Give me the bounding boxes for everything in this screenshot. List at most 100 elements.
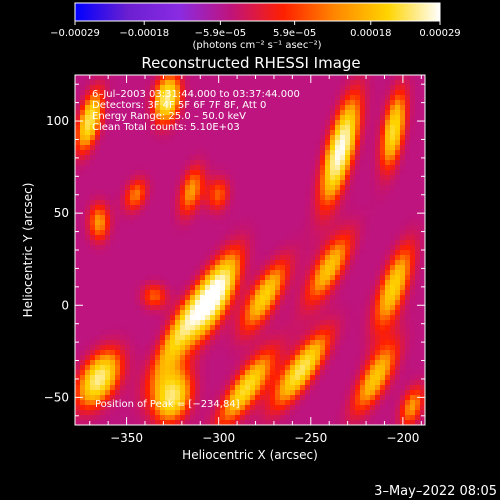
heatmap-cell bbox=[210, 420, 216, 426]
heatmap-cell bbox=[120, 260, 126, 266]
heatmap-cell bbox=[235, 420, 241, 426]
heatmap-cell bbox=[95, 205, 101, 211]
heatmap-cell bbox=[180, 365, 186, 371]
heatmap-cell bbox=[235, 120, 241, 126]
heatmap-cell bbox=[290, 85, 296, 91]
heatmap-cell bbox=[95, 380, 101, 386]
heatmap-cell bbox=[345, 105, 351, 111]
heatmap-cell bbox=[140, 120, 146, 126]
heatmap-cell bbox=[350, 260, 356, 266]
heatmap-cell bbox=[395, 140, 401, 146]
heatmap-cell bbox=[315, 215, 321, 221]
heatmap-cell bbox=[125, 280, 131, 286]
heatmap-cell bbox=[290, 395, 296, 401]
heatmap-cell bbox=[200, 365, 206, 371]
heatmap-cell bbox=[265, 80, 271, 86]
heatmap-cell bbox=[260, 365, 266, 371]
heatmap-cell bbox=[415, 325, 421, 331]
heatmap-cell bbox=[315, 330, 321, 336]
heatmap-cell bbox=[385, 240, 391, 246]
heatmap-cell bbox=[190, 370, 196, 376]
heatmap-cell bbox=[310, 120, 316, 126]
heatmap-cell bbox=[215, 415, 221, 421]
heatmap-cell bbox=[170, 420, 176, 426]
heatmap-cell bbox=[305, 370, 311, 376]
heatmap-cell bbox=[230, 345, 236, 351]
heatmap-cell bbox=[90, 230, 96, 236]
heatmap-cell bbox=[230, 400, 236, 406]
heatmap-cell bbox=[260, 80, 266, 86]
heatmap-cell bbox=[375, 210, 381, 216]
heatmap-cell bbox=[105, 195, 111, 201]
heatmap-cell bbox=[175, 260, 181, 266]
heatmap-cell bbox=[235, 355, 241, 361]
heatmap-cell bbox=[185, 150, 191, 156]
colorbar-tick-label: −0.00029 bbox=[50, 28, 100, 39]
heatmap-cell bbox=[230, 375, 236, 381]
heatmap-cell bbox=[75, 85, 81, 91]
heatmap-cell bbox=[155, 165, 161, 171]
heatmap-cell bbox=[275, 185, 281, 191]
heatmap-cell bbox=[85, 305, 91, 311]
heatmap-cell bbox=[415, 85, 421, 91]
heatmap-cell bbox=[135, 180, 141, 186]
heatmap-cell bbox=[285, 330, 291, 336]
heatmap-cell bbox=[255, 75, 261, 81]
heatmap-cell bbox=[330, 225, 336, 231]
heatmap-cell bbox=[235, 255, 241, 261]
heatmap-cell bbox=[205, 310, 211, 316]
heatmap-cell bbox=[150, 235, 156, 241]
heatmap-cell bbox=[290, 165, 296, 171]
heatmap-cell bbox=[390, 120, 396, 126]
heatmap-cell bbox=[225, 245, 231, 251]
heatmap-cell bbox=[260, 205, 266, 211]
heatmap-cell bbox=[410, 315, 416, 321]
heatmap-cell bbox=[310, 290, 316, 296]
heatmap-cell bbox=[280, 370, 286, 376]
heatmap-cell bbox=[75, 80, 81, 86]
heatmap-cell bbox=[340, 265, 346, 271]
heatmap-cell bbox=[195, 385, 201, 391]
heatmap-cell bbox=[265, 310, 271, 316]
heatmap-cell bbox=[360, 210, 366, 216]
heatmap-cell bbox=[195, 210, 201, 216]
heatmap-cell bbox=[265, 350, 271, 356]
heatmap-cell bbox=[365, 85, 371, 91]
heatmap-cell bbox=[195, 85, 201, 91]
heatmap-cell bbox=[325, 285, 331, 291]
heatmap-cell bbox=[190, 85, 196, 91]
heatmap-cell bbox=[350, 335, 356, 341]
heatmap-cell bbox=[310, 245, 316, 251]
heatmap-cell bbox=[295, 185, 301, 191]
heatmap-cell bbox=[405, 420, 411, 426]
heatmap-cell bbox=[280, 400, 286, 406]
heatmap-cell bbox=[220, 340, 226, 346]
heatmap-cell bbox=[215, 205, 221, 211]
heatmap-cell bbox=[125, 325, 131, 331]
heatmap-cell bbox=[180, 320, 186, 326]
heatmap-cell bbox=[170, 180, 176, 186]
heatmap-cell bbox=[325, 170, 331, 176]
heatmap-cell bbox=[260, 145, 266, 151]
heatmap-cell bbox=[365, 290, 371, 296]
heatmap-cell bbox=[135, 305, 141, 311]
heatmap-cell bbox=[375, 410, 381, 416]
heatmap-cell bbox=[325, 300, 331, 306]
heatmap-cell bbox=[170, 370, 176, 376]
heatmap-cell bbox=[310, 415, 316, 421]
heatmap-cell bbox=[350, 140, 356, 146]
heatmap-cell bbox=[140, 195, 146, 201]
heatmap-cell bbox=[195, 400, 201, 406]
heatmap-cell bbox=[175, 230, 181, 236]
heatmap-cell bbox=[200, 300, 206, 306]
heatmap-cell bbox=[125, 395, 131, 401]
heatmap-cell bbox=[320, 175, 326, 181]
heatmap-cell bbox=[255, 235, 261, 241]
heatmap-cell bbox=[380, 310, 386, 316]
heatmap-cell bbox=[190, 310, 196, 316]
heatmap-cell bbox=[115, 360, 121, 366]
heatmap-cell bbox=[190, 380, 196, 386]
heatmap-cell bbox=[380, 235, 386, 241]
heatmap-cell bbox=[105, 295, 111, 301]
heatmap-cell bbox=[400, 355, 406, 361]
